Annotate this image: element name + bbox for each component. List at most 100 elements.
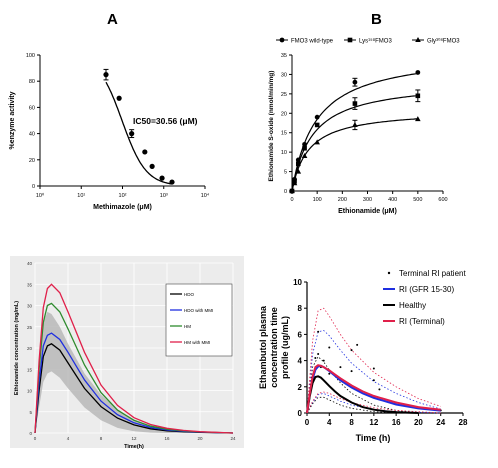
x-tick-label: 10³ <box>160 193 168 199</box>
x-tick-label: 500 <box>413 197 422 203</box>
y-tick-label: 40 <box>29 132 35 138</box>
x-tick-label: 8 <box>100 436 103 441</box>
x-tick-label: 300 <box>363 197 372 203</box>
data-point <box>291 180 298 186</box>
x-axis-label: Methimazole (μM) <box>93 204 152 211</box>
y-tick-label: 30 <box>27 304 33 309</box>
y-axis-label-line: profile (ug/mL) <box>280 316 290 379</box>
legend-marker <box>387 271 391 275</box>
legend-label: Lys¹⁵⁸FMO3 <box>359 38 392 45</box>
y-tick-label: 30 <box>281 72 287 78</box>
panel-B-letter: B <box>371 11 382 28</box>
legend-label: HM with MMI <box>184 340 210 345</box>
legend-label: RI (GFR 15-30) <box>399 285 454 294</box>
patient-data-point <box>378 388 381 391</box>
x-tick-label: 24 <box>436 418 445 427</box>
data-point <box>149 163 155 169</box>
y-tick-label: 20 <box>27 346 33 351</box>
y-tick-label: 20 <box>29 158 35 164</box>
y-tick-label: 15 <box>27 367 33 372</box>
x-tick-label: 10⁰ <box>36 192 45 199</box>
x-axis-label: Time(h) <box>124 444 144 450</box>
series-line <box>34 302 234 434</box>
y-tick-label: 20 <box>281 111 287 117</box>
x-tick-label: 16 <box>392 418 401 427</box>
x-tick-label: 0 <box>290 197 293 203</box>
data-point <box>295 161 301 167</box>
x-tick-label: 4 <box>327 418 332 427</box>
data-point <box>116 95 122 101</box>
x-tick-label: 16 <box>164 436 170 441</box>
data-point <box>289 188 295 193</box>
y-tick-label: 25 <box>27 325 33 330</box>
legend-label: HM <box>184 324 191 329</box>
legend-marker <box>415 37 421 42</box>
series-line <box>306 375 419 414</box>
patient-data-point <box>372 379 375 382</box>
x-tick-label: 20 <box>414 418 423 427</box>
data-point <box>415 93 421 99</box>
data-point <box>169 179 175 185</box>
x-tick-label: 8 <box>349 418 354 427</box>
y-tick-label: 60 <box>29 105 35 111</box>
x-tick-label: 0 <box>305 418 310 427</box>
y-tick-label: 35 <box>27 282 33 287</box>
y-tick-label: 80 <box>29 79 35 85</box>
series-line <box>306 364 441 414</box>
y-axis-label: Ethionamide concentration (mg/mL) <box>14 301 20 395</box>
y-tick-label: 40 <box>27 261 33 266</box>
patient-data-point <box>328 372 331 375</box>
x-axis-label: Ethionamide (μM) <box>338 208 397 215</box>
x-tick-label: 10⁴ <box>201 192 210 199</box>
panel-B-chart: 0 5 10 15 20 25 30 35 0 100 200 300 400 500 600 Ethiona… <box>268 37 460 215</box>
percentile-line-lower <box>306 396 419 414</box>
data-point <box>142 149 148 155</box>
data-point <box>295 168 302 174</box>
data-point <box>314 122 320 128</box>
x-tick-label: 600 <box>438 197 447 203</box>
y-axis-label: Ethionamide S-oxide (nmol/min/mg) <box>268 71 275 182</box>
ic50-annotation: IC50=30.56 (μM) <box>133 116 198 126</box>
y-axis-label-line: Ethambutol plasma <box>258 305 268 389</box>
patient-data-point <box>322 359 325 362</box>
y-tick-label: 5 <box>284 170 287 176</box>
y-tick-label: 10 <box>27 389 33 394</box>
series-line <box>306 364 441 414</box>
data-point <box>352 121 358 127</box>
fit-curve <box>291 72 418 192</box>
y-tick-label: 25 <box>281 92 287 98</box>
legend-box <box>165 283 233 357</box>
x-tick-label: 24 <box>230 436 236 441</box>
legend-label: Healthy <box>399 301 426 310</box>
legend-marker <box>347 37 353 43</box>
y-tick-label: 8 <box>298 304 303 313</box>
y-tick-label: 5 <box>29 410 32 415</box>
x-tick-label: 20 <box>197 436 203 441</box>
legend-label: Gly³⁰⁸FMO3 <box>427 38 460 45</box>
data-point <box>302 145 307 151</box>
y-tick-label: 0 <box>32 184 35 190</box>
data-point <box>415 70 421 75</box>
panel-A-letter: A <box>107 11 118 28</box>
patient-data-point <box>317 330 320 333</box>
data-point <box>352 101 358 106</box>
x-tick-label: 0 <box>34 436 37 441</box>
patient-data-point <box>328 346 331 349</box>
x-tick-label: 400 <box>388 197 397 203</box>
data-point <box>129 131 135 137</box>
legend-label: HDO with MMI <box>184 308 213 313</box>
legend-label: RI (Terminal) <box>399 317 445 326</box>
y-tick-label: 10 <box>293 278 302 287</box>
x-tick-label: 4 <box>67 436 70 441</box>
patient-data-point <box>372 367 375 370</box>
x-tick-label: 12 <box>369 418 378 427</box>
panel-A-chart: 0 20 40 60 80 100 10⁰ 10¹ 10² 10³ 10⁴ Methimazole (… <box>9 53 210 211</box>
data-point <box>301 153 308 159</box>
patient-data-point <box>317 353 320 356</box>
patient-data-point <box>350 349 353 352</box>
y-tick-label: 0 <box>284 189 287 195</box>
series-line <box>34 283 234 434</box>
percentile-line-lower <box>306 391 441 414</box>
